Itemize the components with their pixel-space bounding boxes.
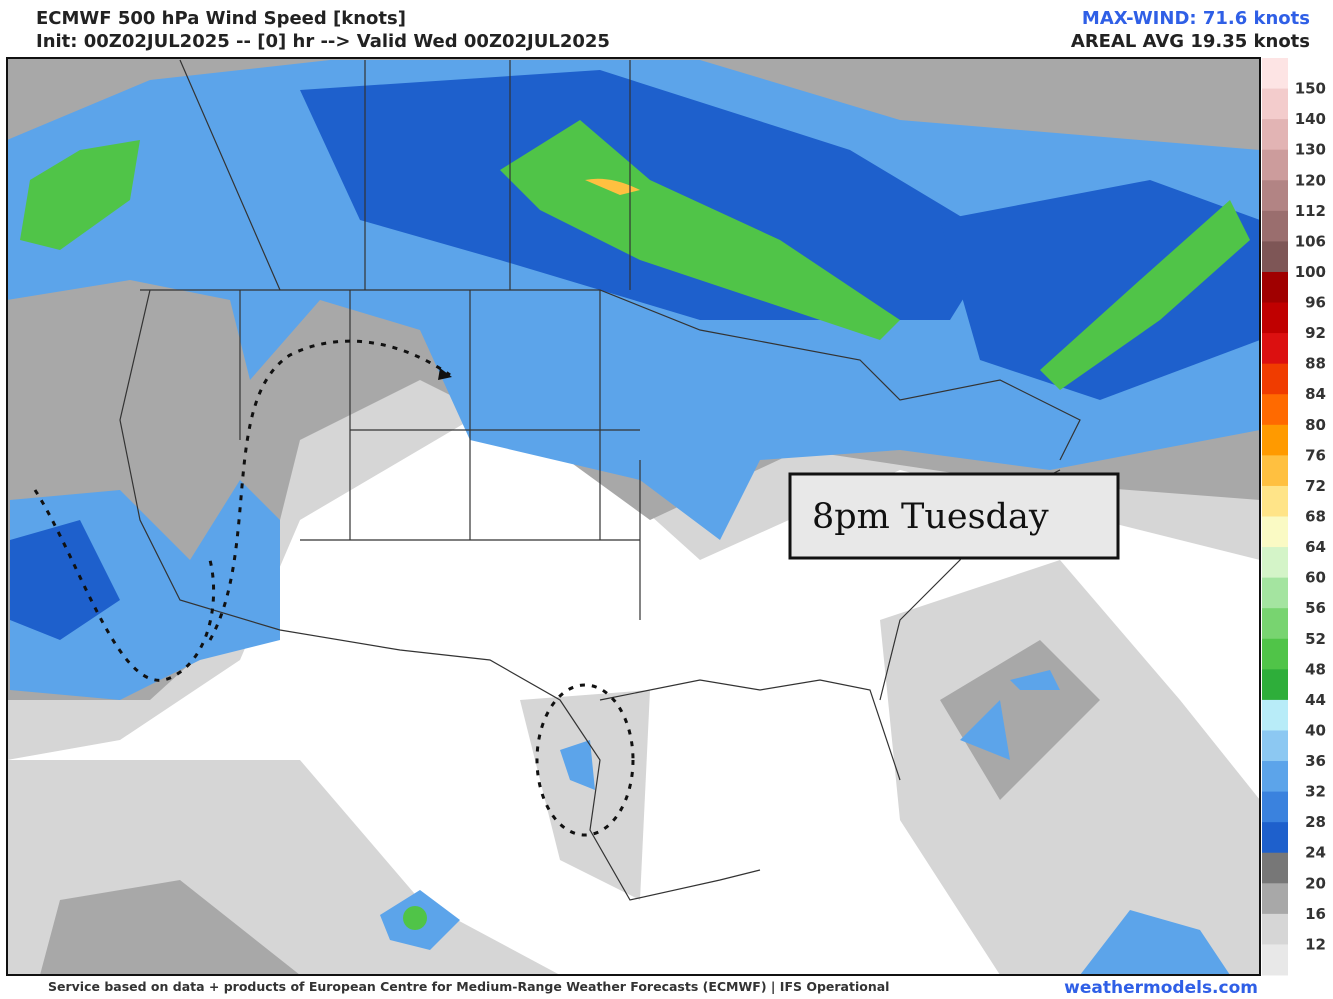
colorbar-label: 44 bbox=[1305, 691, 1326, 709]
colorbar-swatch bbox=[1262, 761, 1288, 793]
colorbar-label: 76 bbox=[1305, 446, 1326, 464]
colorbar-label: 48 bbox=[1305, 660, 1326, 678]
wind-max-core bbox=[585, 178, 640, 195]
annotation-text: 8pm Tuesday bbox=[812, 497, 1049, 537]
annotation-arrows bbox=[535, 683, 635, 837]
colorbar-label: 20 bbox=[1305, 874, 1326, 892]
title: ECMWF 500 hPa Wind Speed [knots] bbox=[36, 8, 406, 29]
wind-gray bbox=[40, 880, 300, 975]
wind-gray bbox=[940, 640, 1100, 800]
colorbar-label: 130 bbox=[1295, 141, 1326, 159]
borders bbox=[119, 289, 761, 901]
wind-green bbox=[20, 140, 140, 250]
colorbar-label: 12 bbox=[1305, 935, 1326, 953]
colorbar-label: 24 bbox=[1305, 844, 1326, 862]
wind-blue bbox=[560, 740, 595, 790]
borders bbox=[599, 679, 901, 781]
wind-blue bbox=[960, 670, 1060, 760]
colorbar-swatch bbox=[1262, 822, 1288, 854]
colorbar-label: 80 bbox=[1305, 416, 1326, 434]
colorbar-label: 32 bbox=[1305, 783, 1326, 801]
max-wind: MAX-WIND: 71.6 knots bbox=[1082, 8, 1310, 29]
colorbar-label: 36 bbox=[1305, 752, 1326, 770]
colorbar-swatch bbox=[1262, 210, 1288, 242]
colorbar-swatch bbox=[1262, 363, 1288, 395]
colorbar-label: 120 bbox=[1295, 171, 1326, 189]
colorbar-swatch bbox=[1262, 271, 1288, 304]
init-line: Init: 00Z02JUL2025 -- [0] hr --> Valid W… bbox=[36, 31, 610, 52]
colorbar-label: 64 bbox=[1305, 538, 1326, 556]
colorbar-label: 52 bbox=[1305, 630, 1326, 648]
colorbar-swatch bbox=[1262, 669, 1288, 701]
colorbar-swatch bbox=[1262, 608, 1288, 640]
colorbar-swatch bbox=[1262, 58, 1288, 90]
borders bbox=[239, 290, 641, 620]
colorbar-swatch bbox=[1262, 699, 1288, 731]
arrow-head bbox=[438, 368, 452, 380]
colorbar-swatch bbox=[1262, 333, 1288, 365]
colorbar-swatch bbox=[1262, 913, 1288, 945]
wind-green bbox=[500, 120, 900, 340]
colorbar-label: 56 bbox=[1305, 599, 1326, 617]
annotation-arrows bbox=[33, 339, 635, 837]
colorbar-label: 112 bbox=[1295, 202, 1326, 220]
colorbar-swatch bbox=[1262, 944, 1288, 976]
colorbar-label: 72 bbox=[1305, 477, 1326, 495]
colorbar-label: 40 bbox=[1305, 721, 1326, 739]
colorbar-swatch bbox=[1262, 791, 1288, 823]
colorbar-label: 100 bbox=[1295, 263, 1326, 281]
colorbar-swatch bbox=[1262, 577, 1288, 609]
colorbar: 150 140 130 120 112 106 100 96 92 88 84 80 76 72 68 64 6… bbox=[1262, 58, 1326, 976]
colorbar-swatch bbox=[1262, 516, 1288, 548]
colorbar-swatch bbox=[1262, 852, 1288, 884]
colorbar-swatch bbox=[1262, 119, 1288, 151]
colorbar-label: 84 bbox=[1305, 385, 1326, 403]
wind-green bbox=[403, 906, 427, 930]
colorbar-label: 28 bbox=[1305, 813, 1326, 831]
wind-dark-blue bbox=[10, 520, 120, 640]
colorbar-swatch bbox=[1262, 883, 1288, 915]
colorbar-swatch bbox=[1262, 302, 1288, 334]
colorbar-label: 140 bbox=[1295, 110, 1326, 128]
wind-dark-blue bbox=[940, 180, 1260, 400]
annotation-box bbox=[788, 472, 1120, 560]
colorbar-swatch bbox=[1262, 455, 1288, 487]
footer-credit: Service based on data + products of Euro… bbox=[48, 979, 889, 994]
colorbar-swatch bbox=[1262, 638, 1288, 670]
borders bbox=[119, 59, 1081, 901]
colorbar-label: 106 bbox=[1295, 232, 1326, 250]
map-frame bbox=[6, 57, 1261, 976]
colorbar-label: 96 bbox=[1305, 294, 1326, 312]
colorbar-label: 92 bbox=[1305, 324, 1326, 342]
colorbar-swatch bbox=[1262, 88, 1288, 120]
wind-green bbox=[1040, 200, 1250, 390]
borders bbox=[179, 59, 631, 291]
wind-green bbox=[20, 120, 1250, 930]
wind-light-gray bbox=[880, 560, 1260, 975]
borders bbox=[140, 289, 1081, 461]
areal-avg: AREAL AVG 19.35 knots bbox=[1071, 31, 1310, 52]
colorbar-swatch bbox=[1262, 730, 1288, 762]
colorbar-label: 68 bbox=[1305, 508, 1326, 526]
colorbar-swatch bbox=[1262, 149, 1288, 181]
colorbar-label: 150 bbox=[1295, 80, 1326, 98]
colorbar-label: 88 bbox=[1305, 355, 1326, 373]
map bbox=[7, 58, 1260, 975]
colorbar-swatch bbox=[1262, 241, 1288, 273]
colorbar-swatch bbox=[1262, 547, 1288, 579]
colorbar-label: 16 bbox=[1305, 905, 1326, 923]
colorbar-label: 60 bbox=[1305, 569, 1326, 587]
footer-site: weathermodels.com bbox=[1064, 978, 1258, 998]
colorbar-swatch bbox=[1262, 180, 1288, 212]
colorbar-swatch bbox=[1262, 394, 1288, 426]
colorbar-swatch bbox=[1262, 485, 1288, 517]
wind-light-gray bbox=[520, 690, 650, 900]
annotation-arrows bbox=[208, 339, 451, 641]
wind-blue bbox=[1080, 910, 1230, 975]
colorbar-swatch bbox=[1262, 424, 1288, 456]
